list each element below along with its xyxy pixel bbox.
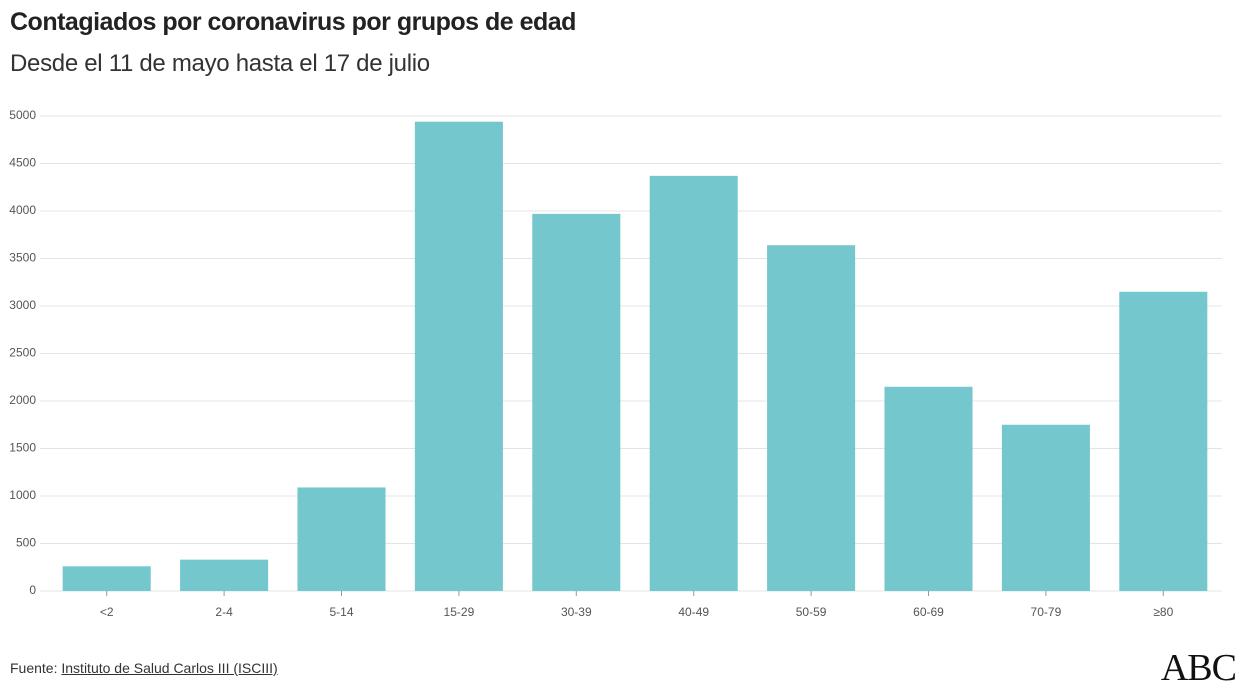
bar bbox=[180, 559, 269, 591]
x-tick-label: 30-39 bbox=[561, 605, 592, 619]
source-link[interactable]: Instituto de Salud Carlos III (ISCIII) bbox=[61, 660, 278, 676]
logo: ABC bbox=[1160, 647, 1237, 689]
y-tick-label: 4000 bbox=[9, 203, 36, 217]
y-tick-label: 1000 bbox=[9, 488, 36, 502]
chart-subtitle: Desde el 11 de mayo hasta el 17 de julio bbox=[10, 50, 430, 77]
x-tick-label: 40-49 bbox=[678, 605, 709, 619]
y-tick-label: 2000 bbox=[9, 393, 36, 407]
bar bbox=[414, 121, 503, 591]
chart: 0 500 1000 1500 2000 2500 3000 3500 4000 4500 5000… bbox=[9, 108, 1222, 619]
y-tick-label: 4500 bbox=[9, 156, 36, 170]
bar bbox=[884, 386, 973, 591]
y-tick-label: 2500 bbox=[9, 346, 36, 360]
bar bbox=[532, 213, 621, 591]
y-tick-label: 0 bbox=[29, 583, 36, 597]
y-tick-label: 3500 bbox=[9, 251, 36, 265]
x-tick-label: <2 bbox=[100, 605, 114, 619]
bar bbox=[297, 487, 386, 591]
bar bbox=[1001, 424, 1090, 591]
y-tick-label: 500 bbox=[16, 536, 36, 550]
y-tick-label: 3000 bbox=[9, 298, 36, 312]
bar bbox=[767, 245, 856, 591]
bar bbox=[62, 566, 151, 591]
x-tick-label: 2-4 bbox=[215, 605, 233, 619]
bar bbox=[649, 175, 738, 591]
x-tick-label: 5-14 bbox=[329, 605, 353, 619]
x-tick-label: 50-59 bbox=[796, 605, 827, 619]
x-tick-label: ≥80 bbox=[1153, 605, 1173, 619]
y-tick-label: 1500 bbox=[9, 441, 36, 455]
x-tick-label: 15-29 bbox=[444, 605, 475, 619]
x-tick-label: 70-79 bbox=[1031, 605, 1062, 619]
y-tick-label: 5000 bbox=[9, 108, 36, 122]
source: Fuente: Instituto de Salud Carlos III (I… bbox=[10, 660, 278, 676]
bar bbox=[1119, 291, 1208, 591]
chart-title: Contagiados por coronavirus por grupos d… bbox=[10, 8, 576, 36]
x-tick-label: 60-69 bbox=[913, 605, 944, 619]
source-prefix: Fuente: bbox=[10, 660, 58, 676]
